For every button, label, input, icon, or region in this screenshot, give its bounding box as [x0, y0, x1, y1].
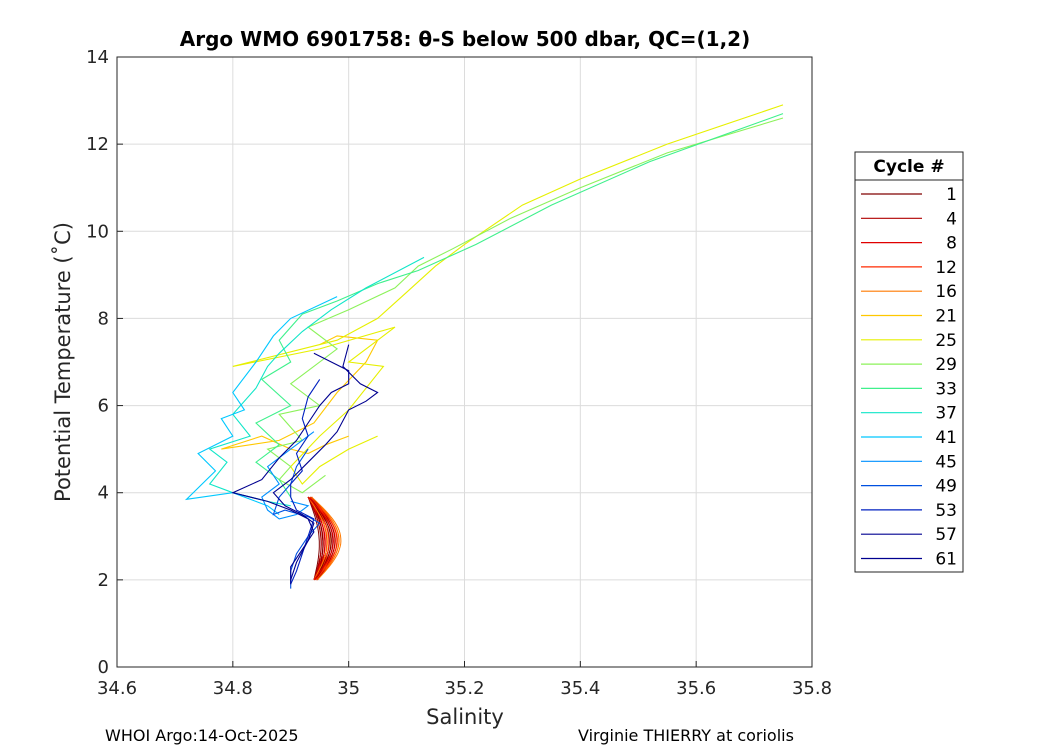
- x-tick-label: 34.6: [97, 678, 137, 699]
- footer-left: WHOI Argo:14-Oct-2025: [105, 726, 299, 745]
- x-tick-label: 35: [337, 678, 360, 699]
- legend-entries: 1 4 8 12 16 21 25 29 33 37 41 45 49 53 57 61: [861, 185, 957, 570]
- profile-line: [232, 104, 784, 485]
- profile-line: [231, 352, 350, 585]
- legend-label: 61: [935, 550, 957, 570]
- profile-line: [311, 496, 342, 581]
- x-tick-label: 35.4: [560, 678, 600, 699]
- y-tick-label: 6: [98, 396, 109, 417]
- x-tick-label: 34.8: [213, 678, 253, 699]
- profile-line: [307, 496, 320, 581]
- legend-label: 1: [946, 185, 957, 205]
- footer-right: Virginie THIERRY at coriolis: [578, 726, 794, 745]
- series-layer: [184, 104, 784, 589]
- plot-frame: [116, 56, 813, 668]
- profile-line: [309, 496, 340, 581]
- legend-label: 21: [935, 307, 957, 327]
- y-tick-label: 14: [86, 47, 109, 68]
- y-tick-label: 8: [98, 308, 109, 329]
- legend-label: 45: [935, 452, 957, 472]
- y-tick-label: 10: [86, 221, 109, 242]
- y-tick-label: 2: [98, 570, 109, 591]
- legend-label: 12: [935, 258, 957, 278]
- y-tick-label: 0: [98, 657, 109, 678]
- profile-line: [307, 496, 322, 581]
- x-tick-labels: 34.6 34.8 35 35.2 35.4 35.6 35.8: [97, 678, 832, 699]
- y-tick-labels: 0 2 4 6 8 10 12 14: [86, 47, 109, 678]
- profile-line: [307, 496, 334, 581]
- profile-line: [307, 496, 330, 581]
- legend: Cycle # 1 4 8 12 16 21 25 29 33 37 41 45 49 53 57 61: [854, 151, 964, 573]
- profile-line: [266, 117, 784, 494]
- legend-box: [854, 151, 964, 573]
- legend-label: 49: [935, 477, 957, 497]
- legend-label: 57: [935, 525, 957, 545]
- plot-area: 34.6 34.8 35 35.2 35.4 35.6 35.8 0 2 4 6 8 10 12 14: [86, 47, 832, 699]
- legend-label: 16: [935, 282, 957, 302]
- legend-label: 33: [935, 379, 957, 399]
- legend-label: 29: [935, 355, 957, 375]
- legend-title: Cycle #: [873, 157, 944, 177]
- y-tick-label: 12: [86, 134, 109, 155]
- x-tick-label: 35.2: [444, 678, 484, 699]
- profile-line: [307, 496, 324, 581]
- profile-line: [307, 496, 328, 581]
- y-tick-label: 4: [98, 483, 109, 504]
- x-axis-label: Salinity: [426, 705, 504, 729]
- profile-line: [309, 496, 338, 581]
- legend-label: 8: [946, 234, 957, 254]
- profile-line: [184, 296, 338, 515]
- legend-label: 53: [935, 501, 957, 521]
- chart-title: Argo WMO 6901758: θ-S below 500 dbar, QC…: [180, 27, 750, 51]
- x-tick-label: 35.6: [676, 678, 716, 699]
- profile-line: [272, 344, 379, 581]
- legend-label: 41: [935, 428, 957, 448]
- x-tick-label: 35.8: [792, 678, 832, 699]
- profile-line: [255, 113, 784, 498]
- legend-label: 4: [946, 209, 957, 229]
- y-axis-label: Potential Temperature (˚C): [51, 222, 75, 502]
- legend-label: 25: [935, 331, 957, 351]
- legend-label: 37: [935, 404, 957, 424]
